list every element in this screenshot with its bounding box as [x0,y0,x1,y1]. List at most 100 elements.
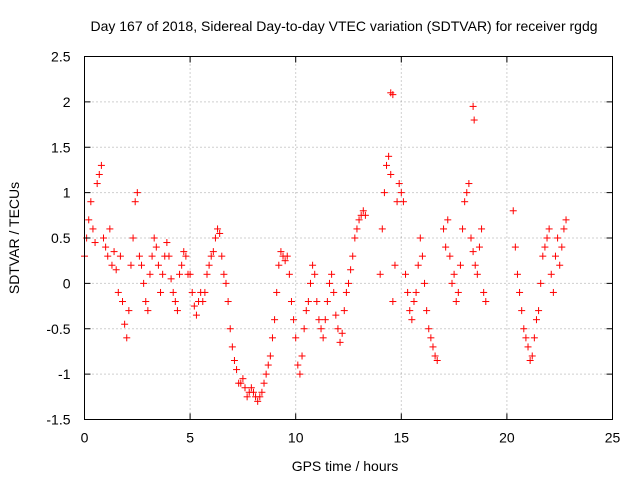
data-point [440,225,448,233]
data-point [275,261,283,269]
data-point [154,261,162,269]
x-tick-label: 25 [605,430,621,446]
data-point [176,270,184,278]
data-point [87,198,95,206]
data-point [478,225,486,233]
data-point [104,252,112,260]
data-point [91,239,99,247]
data-point [385,152,393,160]
data-point [226,325,234,333]
x-tick-label: 5 [186,430,194,446]
data-point [482,298,490,306]
data-point [260,379,268,387]
data-point [516,288,524,296]
data-point [108,261,116,269]
data-point [125,307,133,315]
data-point [334,325,342,333]
data-point [471,261,479,269]
data-point [218,252,226,260]
data-point [281,257,289,265]
data-point [378,225,386,233]
data-point [207,252,215,260]
data-point [530,334,538,342]
data-point [171,298,179,306]
data-point [518,307,526,315]
data-point [532,316,540,324]
data-point [391,261,399,269]
data-point [294,361,302,369]
data-point [404,288,412,296]
data-point [129,234,137,242]
y-tick-label: 2.5 [51,49,71,65]
data-point [140,279,148,287]
data-point [237,379,245,387]
data-point [353,225,361,233]
data-point [380,189,388,197]
data-point [412,288,420,296]
data-point [97,161,105,169]
data-point [146,270,154,278]
data-point [148,252,156,260]
data-point [446,252,454,260]
data-point [199,298,207,306]
data-point [556,261,564,269]
data-point [397,189,405,197]
data-point [190,302,198,310]
data-point [142,298,150,306]
data-point [347,266,355,274]
data-point [393,198,401,206]
data-point [311,270,319,278]
y-axis-label: SDTVAR / TECUs [6,182,22,294]
data-point [315,316,323,324]
data-point [182,252,190,260]
data-point [106,225,114,233]
data-point [383,161,391,169]
data-point [222,279,230,287]
x-axis-label: GPS time / hours [292,458,399,474]
data-point [389,91,397,99]
data-point [127,261,135,269]
data-point [243,393,251,401]
data-point [541,243,549,251]
data-point [165,252,173,260]
data-point [201,288,209,296]
x-tick-label: 10 [288,430,304,446]
data-point [266,352,274,360]
data-point [150,234,158,242]
data-point [205,261,213,269]
data-point [228,343,236,351]
data-point [399,198,407,206]
data-point [554,234,562,242]
data-point [427,334,435,342]
data-point [144,307,152,315]
data-point [114,288,122,296]
data-point [558,243,566,251]
y-tick-labels: -1.5 -1 -0.5 0 0.5 1 1.5 2 2.5 [46,49,70,428]
data-point [469,102,477,110]
data-point [302,307,310,315]
data-point [480,288,488,296]
data-point [414,261,422,269]
data-points [81,89,570,405]
data-point [110,248,118,256]
data-point [537,279,545,287]
data-point [167,275,175,283]
data-point [271,316,279,324]
data-point [410,298,418,306]
data-point [249,388,257,396]
data-point [431,352,439,360]
data-point [230,357,238,365]
data-point [241,384,249,392]
data-point [178,261,186,269]
data-point [283,252,291,260]
data-point [330,288,338,296]
data-point [470,116,478,124]
data-point [526,357,534,365]
data-point [389,298,397,306]
data-point [121,320,129,328]
data-point [475,243,483,251]
data-point [433,357,441,365]
data-point [361,211,369,219]
data-point [298,352,306,360]
